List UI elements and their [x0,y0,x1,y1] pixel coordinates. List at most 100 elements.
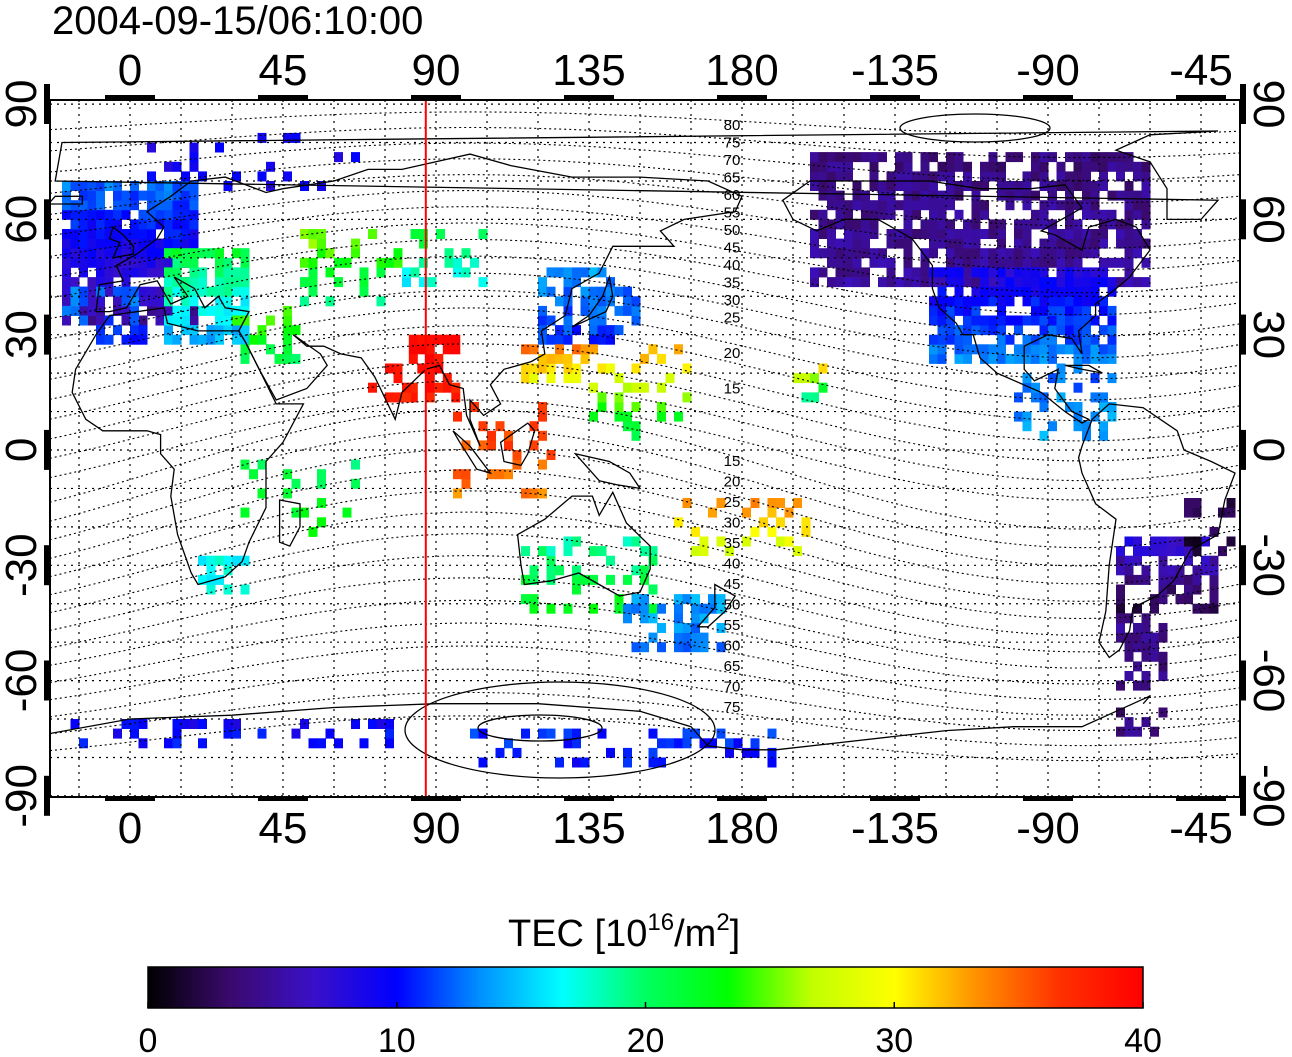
tec-cell [232,555,241,566]
tec-cell [198,171,207,182]
tec-cell [920,152,930,163]
tec-cell [597,402,607,412]
tec-cell [1116,229,1125,239]
tec-cell [1073,344,1083,355]
tec-cell [691,623,700,633]
tec-cell [1090,392,1100,403]
tec-cell [546,728,556,739]
tec-cell [988,248,998,259]
tec-cell [861,229,870,239]
tec-cell [1031,267,1040,278]
tec-cell [1158,584,1168,595]
tec-cell [240,555,250,566]
tec-cell [631,402,641,412]
tec-cell [648,747,658,758]
tec-cell [946,200,955,211]
tec-cell [844,229,853,239]
tec-cell [1073,161,1083,172]
tec-cell [1073,200,1083,211]
tec-cell [1141,632,1151,643]
tec-cell [1039,181,1049,191]
tec-cell [895,238,904,249]
tec-cell [963,238,972,249]
tec-cell [385,257,394,268]
tec-cell [113,238,122,249]
tec-cell [954,325,964,336]
tec-cell [555,267,564,278]
tec-cell [1039,402,1049,412]
tec-cell [946,152,955,163]
tec-cell [912,181,921,191]
tec-cell [283,305,292,316]
tec-cell [478,277,488,288]
tec-cell [827,152,836,163]
tec-cell [572,565,581,576]
tec-cell [852,190,862,201]
tec-cell [164,190,173,201]
tec-cell [767,728,777,739]
tec-cell [623,421,632,432]
tec-cell [317,229,326,239]
tec-cell [300,507,309,518]
tec-cell [232,248,241,259]
tec-cell [164,738,173,749]
tec-cell [937,267,947,278]
tec-cell [1022,421,1032,432]
tec-cell [87,200,97,211]
bottom-tick [870,796,920,801]
tec-cell [997,286,1006,297]
tec-cell [96,229,105,239]
tec-cell [1116,257,1125,268]
tec-cell [172,200,182,211]
tec-cell [920,181,930,191]
tec-cell [351,459,360,470]
tec-cell [172,286,182,297]
tec-cell [1150,651,1159,662]
tec-cell [954,296,964,307]
tec-cell [716,498,726,508]
tec-cell [589,315,598,326]
tec-cell [87,296,97,307]
tec-cell [818,209,828,220]
tec-cell [181,209,190,220]
tec-cell [614,305,624,316]
tec-cell [1022,373,1032,384]
tec-cell [988,161,998,172]
tec-cell [878,248,887,259]
tec-cell [878,181,887,191]
right-tick [1240,314,1246,355]
tec-cell [691,526,700,537]
tec-cell [682,632,692,643]
bottom-lon-label: -135 [851,804,939,853]
left-lat-label: -90 [0,764,46,828]
tec-cell [155,267,165,278]
tec-cell [232,315,241,326]
tec-cell [1107,411,1117,422]
coastline [50,195,84,205]
tec-cell [589,574,598,585]
tec-cell [1073,315,1083,326]
tec-cell [708,738,717,749]
tec-cell [1090,373,1100,384]
tec-cell [767,747,777,758]
contour-line [50,361,1240,462]
tec-cell [657,738,666,749]
tec-cell [1090,209,1100,220]
tec-cell [708,507,717,518]
tec-cell [946,325,955,336]
tec-cell [164,209,173,220]
tec-cell [385,392,394,403]
tec-cell [1073,171,1083,182]
tec-cell [810,161,819,172]
tec-cell [495,421,505,432]
tec-cell [87,209,97,220]
tec-cell [189,286,199,297]
tec-cell [240,296,250,307]
tec-cell [308,238,318,249]
coastline [781,180,1151,424]
tec-cell [206,248,216,259]
right-lat-label: 90 [1244,80,1292,129]
tec-cell [1065,277,1074,288]
tec-cell [1099,219,1108,230]
tec-cell [1082,315,1091,326]
